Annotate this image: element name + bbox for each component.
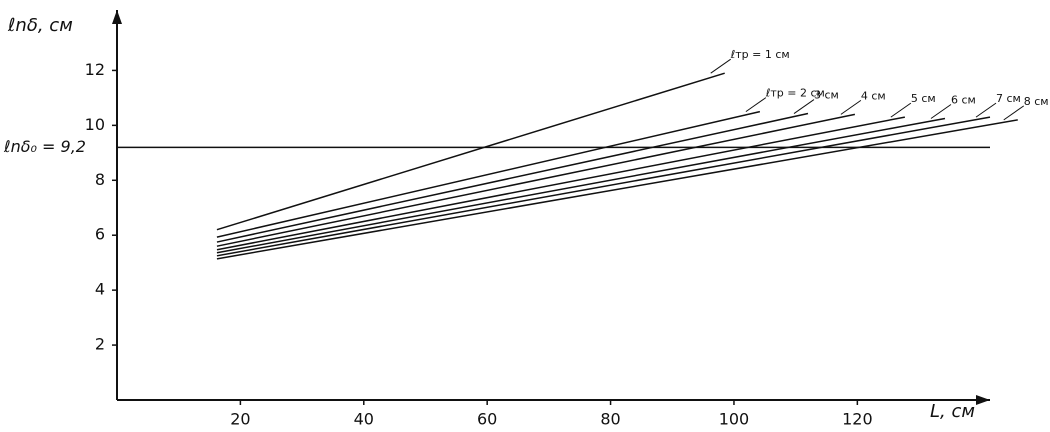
y-tick-label: 10 — [85, 115, 105, 134]
x-axis-arrow — [976, 395, 990, 405]
series-line — [216, 116, 906, 251]
series-label: 7 см — [996, 92, 1021, 105]
label-leader — [745, 97, 767, 113]
label-leader — [840, 99, 862, 115]
series-label: ℓтр = 1 см — [730, 48, 790, 61]
x-tick-label: 120 — [842, 410, 873, 429]
x-axis-title: L, см — [930, 401, 975, 422]
label-leader — [890, 102, 912, 118]
series-line — [216, 116, 991, 257]
series-line — [216, 72, 725, 231]
series-label: 6 см — [951, 93, 976, 106]
series-line — [216, 110, 761, 238]
x-tick-label: 40 — [354, 410, 374, 429]
label-leader — [975, 102, 997, 118]
x-tick-label: 60 — [477, 410, 497, 429]
y-axis-title: ℓnδ, см — [7, 15, 73, 36]
label-leader — [710, 58, 731, 74]
y-tick-label: 8 — [95, 170, 105, 189]
series-label: 4 см — [861, 89, 886, 102]
series-line — [216, 117, 946, 254]
x-tick-label: 80 — [600, 410, 620, 429]
y-tick-label: 6 — [95, 225, 105, 244]
series-label: 8 см — [1024, 95, 1049, 108]
x-tick-label: 20 — [230, 410, 250, 429]
reference-label: ℓnδ₀ = 9,2 — [3, 137, 86, 156]
y-axis-arrow — [112, 10, 122, 24]
series-line — [216, 112, 809, 243]
label-leader — [1003, 105, 1025, 121]
series-line — [216, 113, 856, 247]
label-leader — [793, 99, 815, 114]
label-leader — [930, 104, 952, 119]
series-label: ℓтр = 2 см — [765, 87, 825, 100]
y-tick-label: 2 — [95, 335, 105, 354]
x-tick-label: 100 — [719, 410, 750, 429]
y-tick-label: 12 — [85, 60, 105, 79]
series-line — [216, 119, 1018, 260]
y-tick-label: 4 — [95, 280, 105, 299]
series-label: 5 см — [911, 92, 936, 105]
series-label: 3 см — [814, 89, 839, 102]
